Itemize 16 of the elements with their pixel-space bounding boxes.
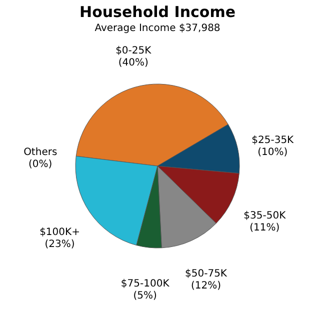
category-label: Others [24, 146, 58, 158]
slice-label: $25-35K [252, 135, 294, 146]
slice-label: $75-100K [120, 278, 170, 290]
text: (0%) [28, 158, 52, 170]
data-label: (12%) [190, 280, 222, 292]
slice-label: $100K+ [40, 227, 80, 238]
slice-label: $0-25K [116, 45, 152, 56]
chart-title: Household Income [80, 3, 236, 21]
data-label: (11%) [250, 222, 280, 234]
slice-label: $50-75K [185, 268, 228, 280]
slice-label: $35-50K [244, 210, 286, 222]
data-label: (5%) [133, 290, 158, 302]
data-label: (23%) [44, 239, 75, 250]
data-label: (40%) [118, 57, 148, 68]
chart-subtitle: Average Income $37,988 [94, 23, 220, 34]
data-label: (10%) [258, 147, 288, 158]
